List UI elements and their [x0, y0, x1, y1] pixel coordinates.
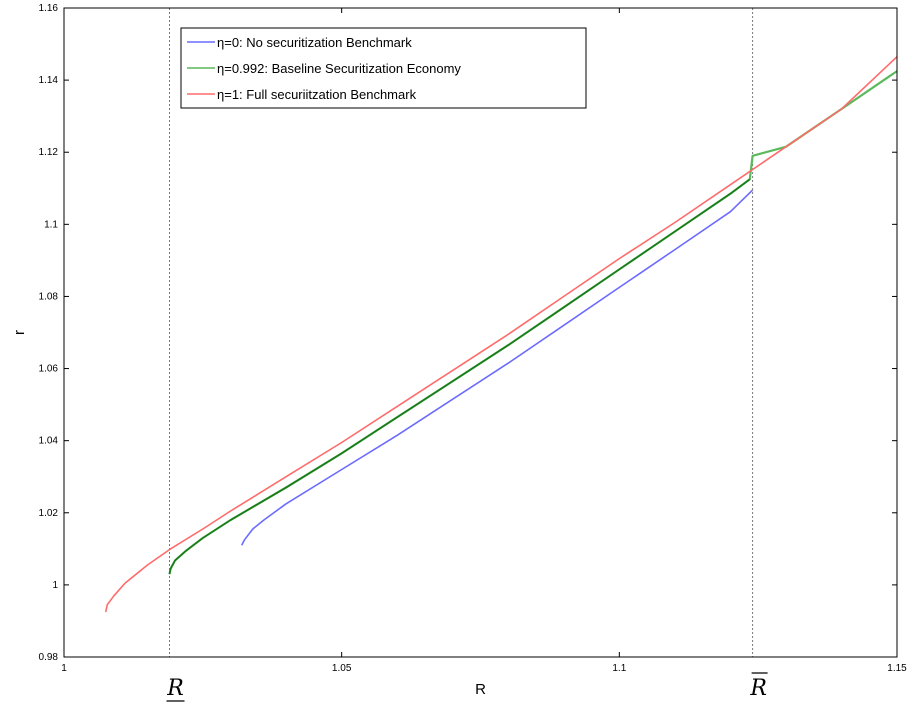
plot-area-frame — [63, 7, 898, 658]
y-tick-label: 1.12 — [39, 147, 59, 158]
legend-entry: η=0.992: Baseline Securitization Economy — [217, 61, 461, 76]
y-tick-label: 1.04 — [39, 436, 59, 447]
legend-entry: η=0: No securitization Benchmark — [217, 35, 412, 50]
series-line-2 — [104, 56, 898, 613]
y-tick-label: 1 — [52, 580, 58, 591]
reference-label: R — [749, 676, 767, 701]
legend-entry: η=1: Full securiitzation Benchmark — [217, 87, 417, 102]
y-tick-label: 1.14 — [39, 75, 59, 86]
y-tick-label: 1.02 — [39, 508, 59, 519]
y-axis: 0.98 1 1.02 1.04 1.06 1.08 1.1 1.12 1.14 1.16 — [39, 3, 897, 663]
y-tick-label: 1.06 — [39, 364, 59, 375]
x-tick-label: 1.15 — [887, 663, 907, 674]
legend-box — [180, 27, 587, 109]
y-tick-label: 1.16 — [39, 3, 59, 14]
x-tick-label: 1.1 — [612, 663, 626, 674]
legend: η=0: No securitization Benchmark η=0.992:… — [180, 27, 587, 109]
x-tick-label: 1.05 — [332, 663, 352, 674]
series-line-0 — [240, 189, 754, 546]
reference-label: R — [166, 676, 184, 701]
series-group — [104, 56, 898, 613]
series-line-1-core — [168, 178, 751, 575]
y-tick-label: 1.08 — [39, 291, 59, 302]
x-axis-label: R — [475, 681, 486, 698]
y-axis-label: r — [11, 330, 28, 335]
x-axis: 1 1.05 1.1 1.15 — [61, 8, 907, 674]
x-tick-label: 1 — [61, 663, 67, 674]
y-tick-label: 1.1 — [44, 219, 58, 230]
y-tick-label: 0.98 — [39, 652, 59, 663]
